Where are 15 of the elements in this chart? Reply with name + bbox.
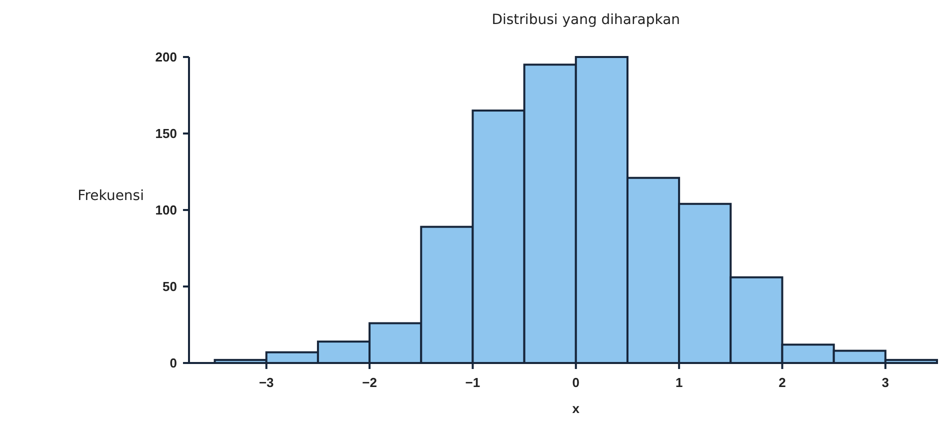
y-tick-label: 0: [170, 356, 177, 371]
x-tick-label: −3: [258, 375, 274, 390]
x-tick-label: 0: [572, 375, 580, 390]
x-tick-label: 3: [882, 375, 890, 390]
y-tick-label: 50: [162, 279, 177, 294]
x-tick-label: 1: [675, 375, 683, 390]
y-tick-label: 150: [155, 126, 177, 142]
x-tick-label: 2: [778, 375, 786, 390]
x-axis-title: x: [572, 401, 580, 416]
y-tick-label: 100: [155, 202, 177, 218]
chart-title: Distribusi yang diharapkan: [492, 12, 680, 28]
y-tick-label: 200: [155, 50, 177, 65]
x-tick-label: −1: [465, 375, 480, 390]
x-tick-label: −2: [362, 375, 377, 390]
y-axis-title: Frekuensi: [78, 188, 144, 204]
